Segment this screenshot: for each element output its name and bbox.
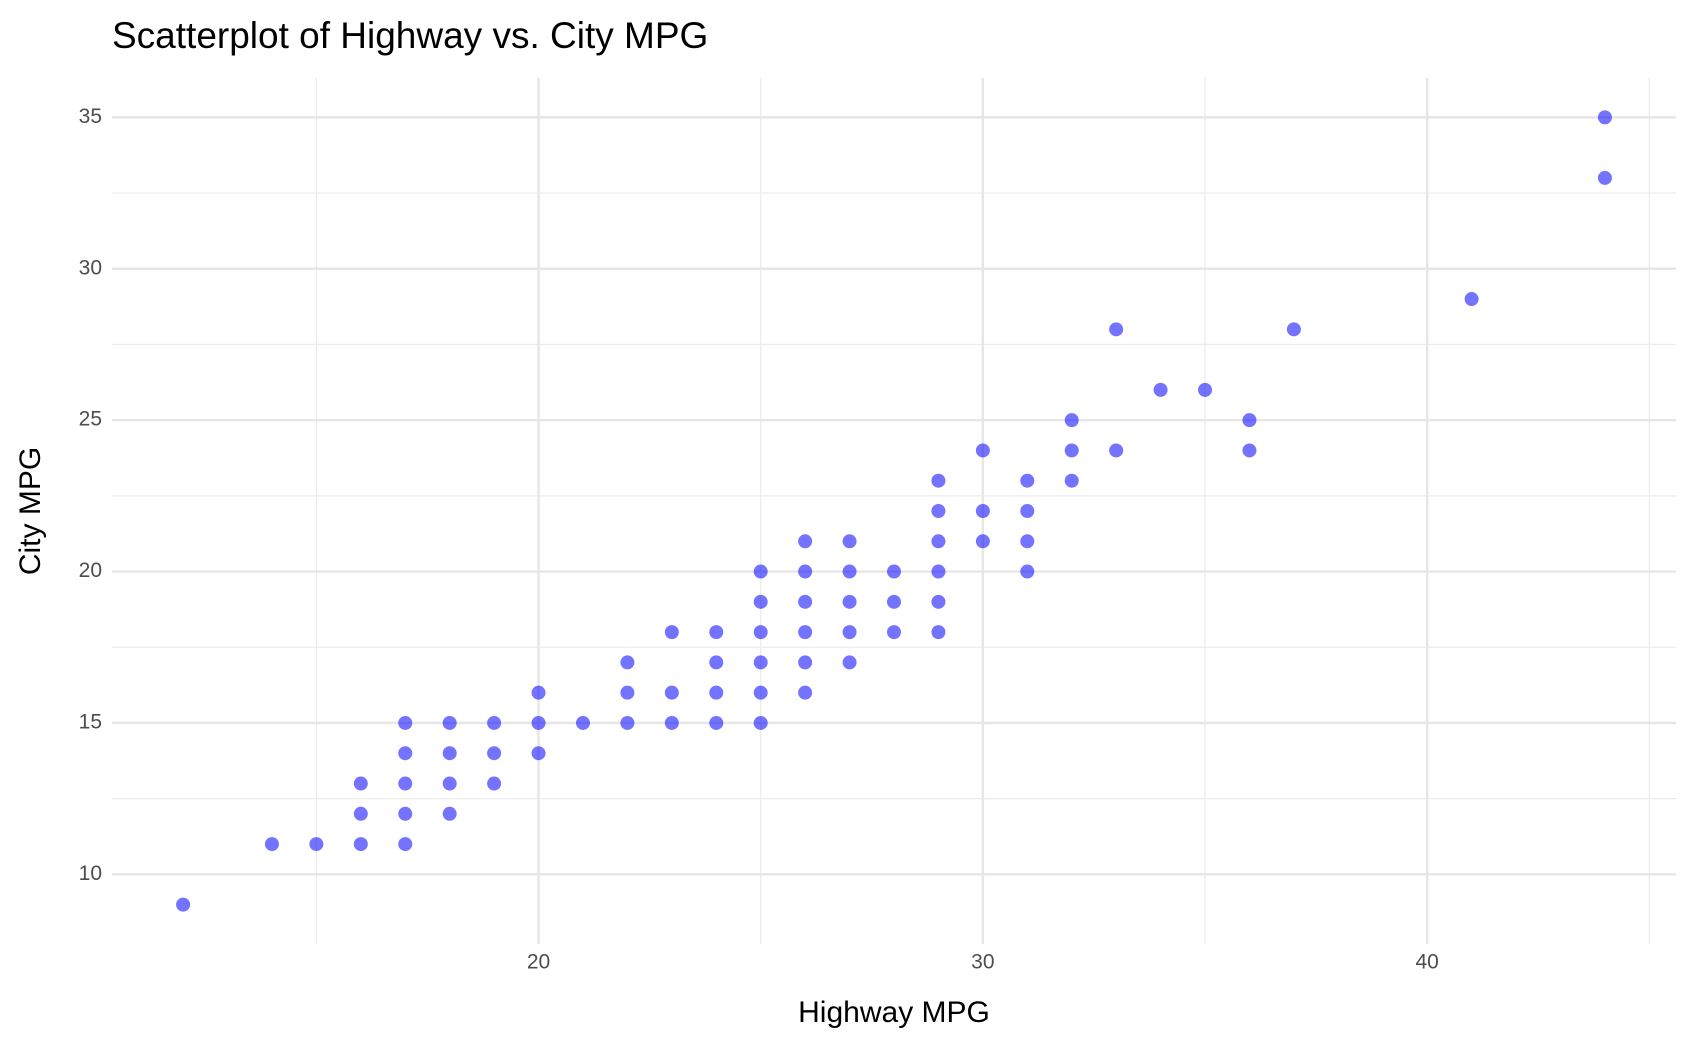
point [1464,292,1479,307]
point [1020,504,1035,518]
point [975,534,990,549]
point [1064,413,1079,428]
point [842,534,857,549]
point [1064,473,1079,488]
point [353,806,368,821]
point [1020,564,1035,579]
y-tick-label: 10 [79,862,102,885]
point [1198,382,1213,397]
point [664,685,679,700]
point [1242,413,1257,428]
point [842,594,857,609]
point [931,625,946,640]
point [798,625,813,640]
point [487,715,502,730]
point [1153,382,1168,397]
point [842,625,857,640]
point [442,776,457,791]
points [176,110,1612,912]
x-tick-label: 20 [527,951,550,974]
point [531,715,546,730]
y-tick-label: 25 [79,408,102,431]
point [531,746,546,761]
point [1597,170,1612,185]
x-axis-title: Highway MPG [798,996,990,1029]
point [442,715,457,730]
point [398,746,413,761]
point [1286,322,1301,337]
point [887,594,901,609]
grid [112,78,1676,944]
point [1109,443,1124,458]
point [753,594,768,609]
point [753,655,768,670]
point [398,806,413,821]
y-tick-label: 35 [79,105,102,128]
point [931,473,946,488]
point [398,715,413,730]
x-tick-label: 40 [1416,951,1439,974]
point [176,897,191,912]
point [1020,534,1035,549]
point [798,564,813,579]
point [709,625,724,640]
point [353,776,368,791]
point [753,715,768,730]
point [842,655,857,670]
point [575,715,590,730]
point [753,685,768,700]
point [1597,110,1612,125]
point [709,655,724,670]
point [842,564,857,579]
point [309,837,324,852]
point [798,594,813,609]
chart-title: Scatterplot of Highway vs. City MPG [112,15,708,56]
point [1109,322,1124,337]
x-tick-label: 30 [971,951,994,974]
point [798,534,813,549]
point [442,746,457,761]
point [264,837,279,852]
point [798,685,813,700]
point [753,625,768,640]
point [398,776,413,791]
point [442,806,457,821]
point [353,837,368,852]
point [975,443,990,458]
point [975,504,990,518]
point [487,746,502,761]
point [753,564,768,579]
point [664,625,679,640]
point [931,534,946,549]
point [398,837,413,852]
point [664,715,679,730]
point [709,715,724,730]
point [887,625,901,640]
y-tick-label: 15 [79,711,102,734]
point [1242,443,1257,458]
point [887,564,901,579]
point [620,655,635,670]
point [487,776,502,791]
y-tick-label: 20 [79,559,102,582]
point [931,594,946,609]
point [798,655,813,670]
y-tick-label: 30 [79,256,102,279]
point [1020,473,1035,488]
point [620,685,635,700]
point [531,685,546,700]
point [931,504,946,518]
point [620,715,635,730]
point [931,564,946,579]
point [709,685,724,700]
y-axis-title: City MPG [14,447,47,575]
point [1064,443,1079,458]
